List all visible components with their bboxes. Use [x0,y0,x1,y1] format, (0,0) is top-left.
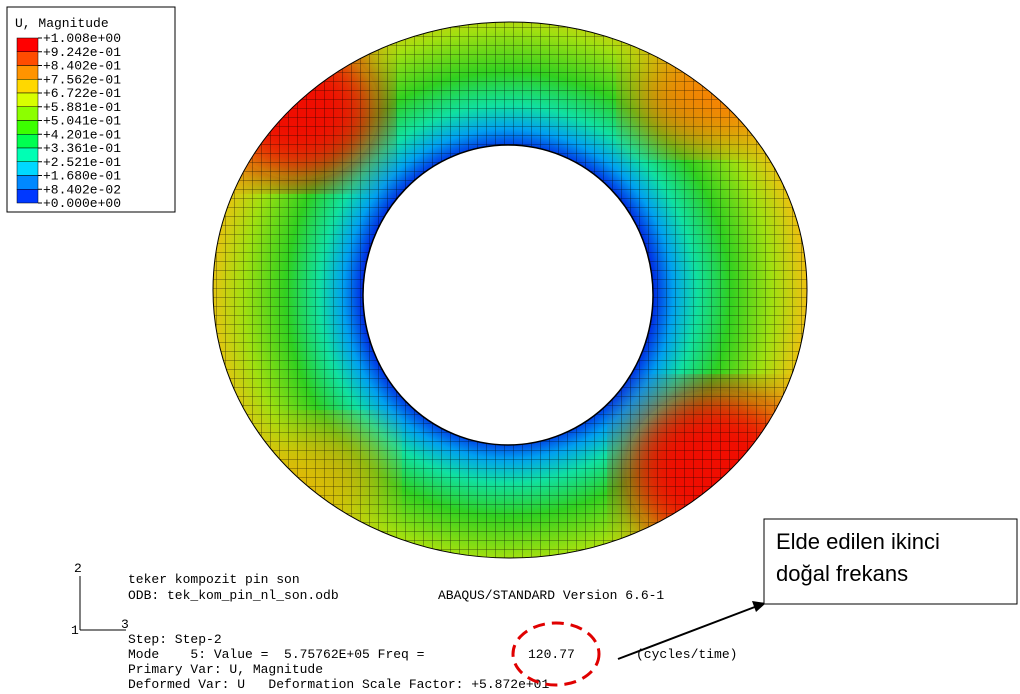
deformed-var: Deformed Var: U Deformation Scale Factor… [128,677,549,692]
legend-label: +1.008e+00 [43,31,121,46]
frequency-unit: (cycles/time) [636,647,737,662]
legend-swatch [17,176,38,190]
legend-swatch [17,52,38,66]
legend-swatch [17,79,38,93]
triad: 2 1 3 [71,561,129,638]
legend-label: +7.562e-01 [43,72,121,87]
info-text: teker kompozit pin son ODB: tek_kom_pin_… [128,572,737,692]
legend-label: +6.722e-01 [43,86,121,101]
version: ABAQUS/STANDARD Version 6.6-1 [438,588,664,603]
odb-name: ODB: tek_kom_pin_nl_son.odb [128,588,339,603]
primary-var: Primary Var: U, Magnitude [128,662,323,677]
legend: U, Magnitude +1.008e+00+9.242e-01+8.402e… [7,7,175,212]
legend-label: +3.361e-01 [43,141,121,156]
legend-label: +1.680e-01 [43,169,121,184]
legend-label: +5.881e-01 [43,100,121,115]
axis-label: 2 [74,561,82,576]
legend-swatch [17,189,38,203]
legend-swatch [17,121,38,135]
legend-swatch [17,107,38,121]
legend-label: +2.521e-01 [43,155,121,170]
legend-swatch [17,93,38,107]
legend-swatch [17,134,38,148]
axis-label: 3 [121,617,129,632]
frequency: 120.77 [528,647,575,662]
callout-text: Elde edilen ikinci [776,529,940,554]
legend-swatch [17,162,38,176]
mode: Mode 5: Value = 5.75762E+05 Freq = [128,647,425,662]
legend-label: +0.000e+00 [43,196,121,211]
legend-swatch [17,66,38,80]
axis-label: 1 [71,623,79,638]
legend-swatch [17,38,38,52]
model-name: teker kompozit pin son [128,572,300,587]
legend-swatch [17,148,38,162]
legend-label: +8.402e-01 [43,59,121,74]
page: U, Magnitude +1.008e+00+9.242e-01+8.402e… [0,0,1020,694]
torus-edge [363,145,653,445]
legend-label: +9.242e-01 [43,45,121,60]
callout-text: doğal frekans [776,561,908,586]
step: Step: Step-2 [128,632,222,647]
legend-label: +4.201e-01 [43,127,121,142]
torus-contour [200,10,820,570]
legend-label: +5.041e-01 [43,114,121,129]
legend-label: +8.402e-02 [43,182,121,197]
legend-title: U, Magnitude [15,16,109,31]
